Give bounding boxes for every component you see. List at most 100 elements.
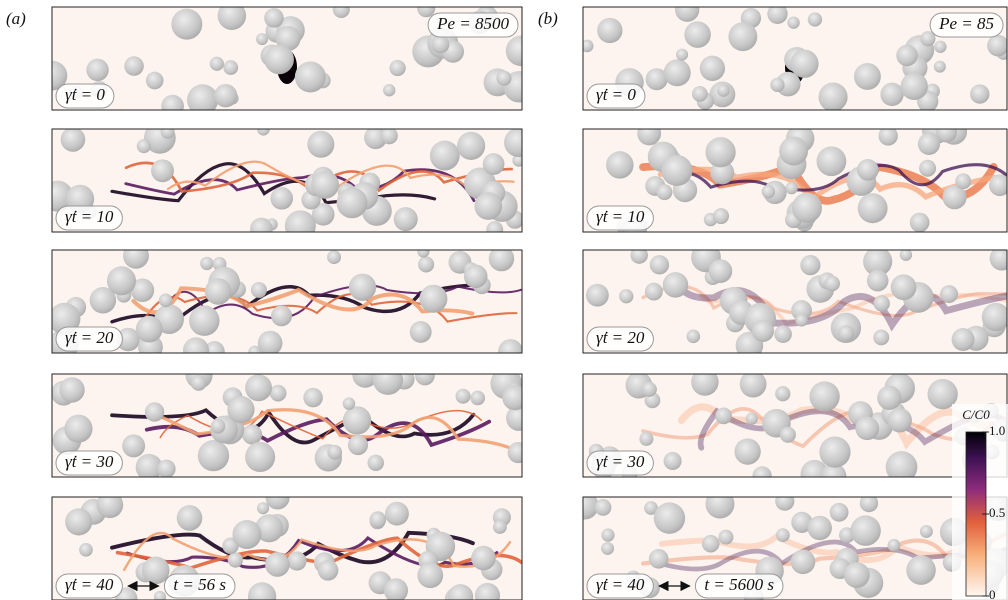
- particle: [250, 218, 273, 241]
- particle: [597, 18, 622, 43]
- particle: [877, 386, 901, 410]
- particle: [785, 182, 797, 194]
- particle: [97, 492, 124, 519]
- particle: [146, 72, 164, 90]
- particle: [855, 416, 879, 440]
- particle: [136, 316, 163, 343]
- particle: [303, 388, 323, 408]
- particle: [122, 434, 145, 457]
- particle: [901, 73, 928, 100]
- panel-label: (a): [6, 9, 26, 28]
- particle: [656, 184, 672, 200]
- particle: [595, 499, 612, 516]
- particle: [177, 505, 203, 531]
- particle: [639, 432, 653, 446]
- particle: [214, 84, 237, 107]
- particle: [713, 208, 729, 224]
- particle: [752, 320, 774, 342]
- label-text: γ̇t = 10: [596, 207, 645, 226]
- particle: [888, 408, 912, 432]
- particle: [601, 528, 614, 541]
- particle: [383, 84, 395, 96]
- particle: [318, 560, 339, 581]
- label-text: γ̇t = 20: [596, 328, 645, 347]
- particle: [934, 61, 946, 73]
- pe-text: Pe = 8500: [436, 14, 509, 33]
- colorbar-title: C/C0: [962, 407, 990, 422]
- particle: [919, 160, 936, 177]
- particle: [637, 122, 661, 146]
- particle: [808, 12, 822, 26]
- particle: [496, 71, 511, 86]
- colorbar-tick-label: 1.0: [989, 423, 1005, 438]
- particle: [410, 321, 432, 343]
- particle: [838, 325, 854, 341]
- particle: [910, 213, 930, 233]
- particle: [630, 246, 647, 263]
- particle: [661, 155, 692, 186]
- particle: [264, 8, 284, 28]
- frame: [52, 485, 526, 600]
- particle: [775, 386, 790, 401]
- particle: [456, 389, 471, 404]
- particle: [619, 289, 633, 303]
- particle: [684, 21, 711, 48]
- particle: [728, 22, 757, 51]
- particle: [819, 436, 850, 467]
- particle: [746, 413, 758, 425]
- label-text: t = 56 s: [173, 575, 226, 594]
- label-text: γ̇t = 20: [65, 328, 114, 347]
- label-text: γ̇t = 40: [65, 575, 114, 594]
- particle: [251, 282, 267, 298]
- particle: [867, 270, 889, 292]
- particle: [418, 256, 434, 272]
- label-text: γ̇t = 0: [596, 85, 636, 104]
- particle: [264, 45, 294, 75]
- colorbar-tick-label: 0.5: [989, 505, 1005, 520]
- particle: [792, 193, 822, 223]
- particle: [270, 385, 287, 402]
- particle: [896, 45, 918, 67]
- particle: [417, 245, 429, 257]
- particle: [734, 438, 760, 464]
- particle: [191, 375, 207, 391]
- particle: [349, 274, 376, 301]
- particle: [198, 440, 229, 471]
- particle: [663, 272, 689, 298]
- particle: [718, 530, 733, 545]
- frame: [51, 362, 532, 481]
- particle: [692, 86, 708, 102]
- particle: [389, 60, 405, 76]
- particle: [824, 276, 840, 292]
- particle: [471, 546, 496, 571]
- label-text: γ̇t = 0: [65, 85, 105, 104]
- particle: [227, 396, 254, 423]
- particle: [850, 515, 880, 545]
- particle: [502, 385, 527, 410]
- particle: [790, 50, 818, 78]
- particle: [415, 366, 435, 386]
- particle: [171, 9, 202, 40]
- particle: [394, 207, 418, 231]
- particle: [258, 331, 283, 356]
- particle: [740, 371, 767, 398]
- particle: [205, 278, 232, 305]
- particle: [157, 460, 175, 478]
- particle: [873, 329, 889, 345]
- particle: [265, 552, 290, 577]
- particle: [285, 210, 316, 241]
- particle: [343, 397, 355, 409]
- particle: [65, 508, 92, 535]
- label-text: γ̇t = 30: [596, 452, 645, 471]
- particle: [498, 339, 523, 364]
- particle: [888, 539, 901, 552]
- particle: [762, 185, 775, 198]
- particle: [189, 305, 220, 336]
- particle: [367, 455, 383, 471]
- particle: [137, 139, 151, 153]
- particle: [920, 525, 933, 538]
- particle: [464, 265, 488, 289]
- particle: [654, 502, 685, 533]
- particle: [257, 502, 269, 514]
- particle: [880, 83, 903, 106]
